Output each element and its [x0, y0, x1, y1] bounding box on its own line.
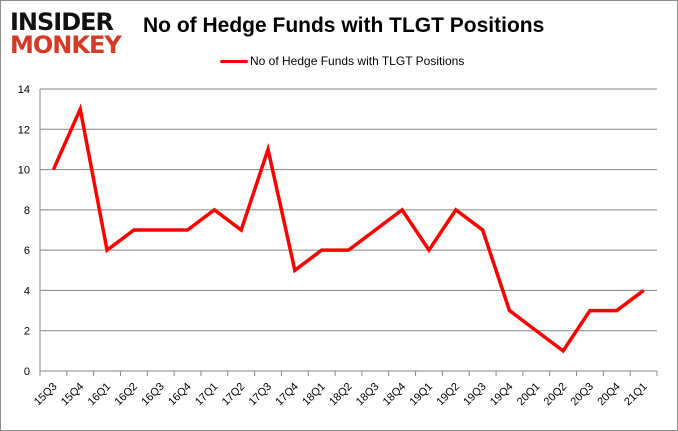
- x-tick-label: 20Q3: [569, 381, 597, 409]
- x-tick-label: 17Q3: [247, 381, 275, 409]
- x-tick-label: 19Q1: [408, 381, 436, 409]
- x-tick-label: 19Q4: [488, 381, 516, 409]
- chart-title: No of Hedge Funds with TLGT Positions: [143, 14, 545, 37]
- y-tick-label: 6: [24, 245, 30, 257]
- x-tick-label: 18Q3: [354, 381, 382, 409]
- logo-line-1: INSIDER: [10, 8, 114, 36]
- y-tick-label: 8: [24, 205, 30, 217]
- x-tick-label: 20Q1: [515, 381, 543, 409]
- x-tick-label: 16Q2: [112, 381, 140, 409]
- x-tick-label: 20Q2: [542, 381, 570, 409]
- insider-monkey-logo: INSIDER MONKEY: [10, 8, 125, 59]
- y-tick-label: 4: [24, 285, 30, 297]
- x-tick-label: 18Q1: [300, 381, 328, 409]
- x-tick-label: 15Q3: [32, 381, 60, 409]
- x-tick-label: 18Q2: [327, 381, 355, 409]
- logo-line-2: MONKEY: [10, 31, 122, 59]
- x-tick-label: 17Q1: [193, 381, 221, 409]
- x-tick-label: 16Q1: [86, 381, 114, 409]
- x-tick-label: 16Q4: [166, 381, 194, 409]
- y-tick-label: 14: [18, 84, 30, 96]
- legend: No of Hedge Funds with TLGT Positions: [220, 54, 464, 68]
- y-tick-label: 2: [24, 326, 30, 338]
- x-tick-label: 17Q4: [273, 381, 301, 409]
- y-tick-label: 0: [24, 366, 30, 378]
- x-tick-label: 18Q4: [381, 381, 409, 409]
- x-tick-label: 21Q1: [622, 381, 650, 409]
- y-tick-label: 10: [18, 165, 30, 177]
- x-tick-label: 17Q2: [220, 381, 248, 409]
- x-tick-label: 19Q3: [461, 381, 489, 409]
- x-tick-label: 20Q4: [595, 381, 623, 409]
- legend-swatch: [220, 59, 248, 63]
- x-tick-label: 15Q4: [59, 381, 87, 409]
- y-tick-label: 12: [18, 124, 30, 136]
- legend-label: No of Hedge Funds with TLGT Positions: [250, 54, 465, 68]
- x-tick-label: 16Q3: [139, 381, 167, 409]
- x-tick-label: 19Q2: [434, 381, 462, 409]
- series-line: [51, 103, 645, 354]
